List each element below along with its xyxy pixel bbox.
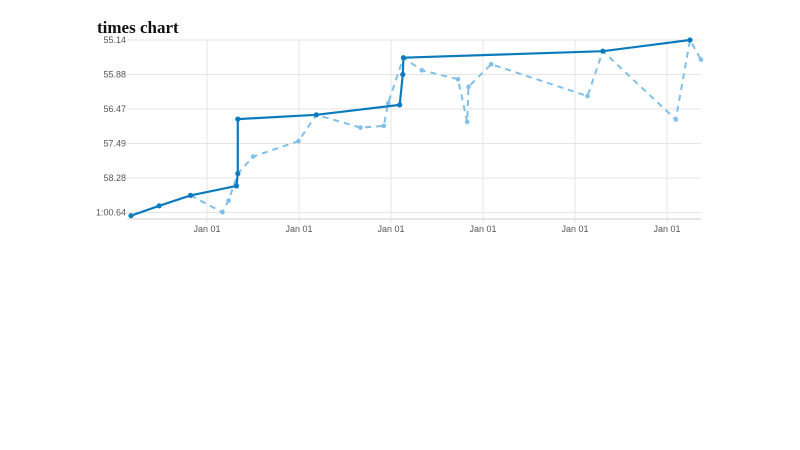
data-point[interactable]: [296, 138, 301, 144]
data-point[interactable]: [400, 71, 406, 78]
chart-title: times chart: [97, 18, 179, 37]
y-tick-label: 1:00.64: [96, 208, 126, 218]
x-tick-label: Jan 01: [653, 224, 680, 234]
y-axis-ticks: 55.14 55.88 56.47 57.49 58.28 1:00.64: [96, 35, 126, 218]
data-point[interactable]: [585, 93, 590, 99]
data-point[interactable]: [464, 119, 470, 125]
data-point[interactable]: [381, 123, 387, 129]
data-point[interactable]: [466, 84, 471, 90]
series-line: [190, 39, 702, 214]
data-point[interactable]: [156, 203, 162, 209]
x-tick-label: Jan 01: [561, 224, 588, 234]
data-point[interactable]: [220, 209, 225, 215]
data-point[interactable]: [600, 48, 606, 54]
series-dashed: [188, 37, 704, 215]
data-point[interactable]: [235, 171, 241, 177]
data-point[interactable]: [187, 192, 194, 198]
y-tick-label: 55.88: [103, 70, 126, 80]
data-point[interactable]: [128, 213, 134, 219]
data-point[interactable]: [419, 68, 425, 73]
data-point[interactable]: [455, 76, 461, 82]
data-point[interactable]: [687, 37, 693, 43]
data-point[interactable]: [673, 117, 679, 122]
data-point[interactable]: [397, 102, 403, 108]
series-group: [128, 37, 704, 219]
data-point[interactable]: [233, 183, 240, 189]
x-tick-label: Jan 01: [469, 224, 496, 234]
x-tick-label: Jan 01: [193, 224, 220, 234]
data-point[interactable]: [488, 61, 494, 67]
y-tick-label: 57.49: [103, 139, 126, 149]
data-point[interactable]: [226, 198, 231, 203]
data-point[interactable]: [235, 116, 241, 122]
y-tick-label: 55.14: [103, 35, 126, 45]
x-tick-label: Jan 01: [377, 224, 404, 234]
data-point[interactable]: [250, 154, 256, 159]
y-tick-label: 56.47: [103, 104, 126, 114]
data-point[interactable]: [400, 55, 406, 61]
data-point[interactable]: [358, 125, 363, 130]
series-line: [130, 38, 691, 217]
data-point[interactable]: [385, 100, 391, 106]
grid-lines: [127, 39, 701, 223]
series-solid: [128, 37, 693, 219]
data-point[interactable]: [313, 112, 319, 118]
x-tick-label: Jan 01: [285, 224, 312, 234]
y-tick-label: 58.28: [103, 173, 126, 183]
data-point[interactable]: [698, 57, 704, 62]
x-axis-ticks: Jan 01 Jan 01 Jan 01 Jan 01 Jan 01 Jan 01: [193, 224, 680, 234]
